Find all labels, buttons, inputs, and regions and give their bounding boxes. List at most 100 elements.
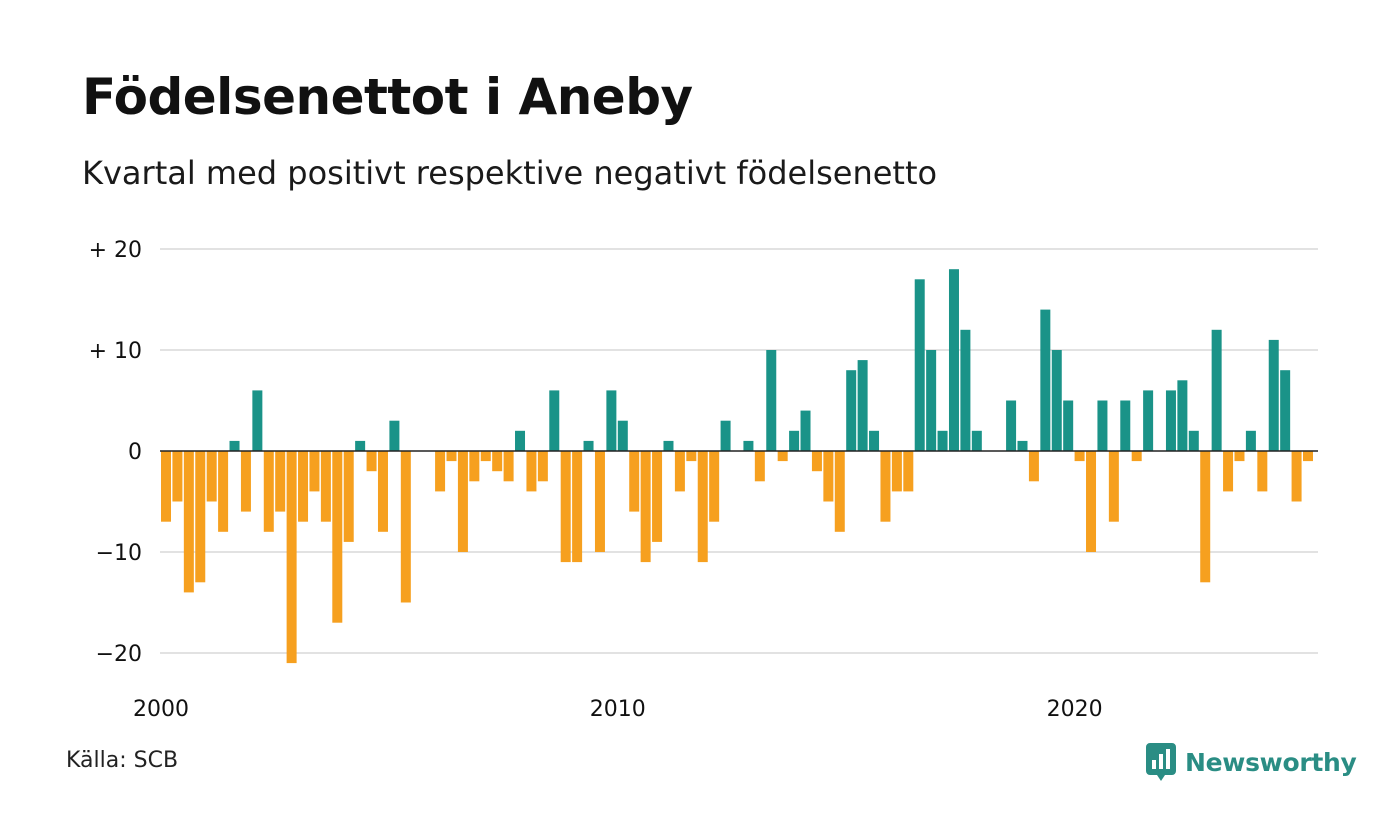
- bar-positive: [971, 430, 982, 451]
- bar-positive: [1063, 400, 1074, 451]
- bar-negative: [183, 451, 194, 593]
- bar-negative: [320, 451, 331, 522]
- bar-negative: [240, 451, 251, 512]
- bar-negative: [697, 451, 708, 563]
- bar-negative: [526, 451, 537, 492]
- bar-positive: [743, 440, 754, 451]
- bar-negative: [652, 451, 663, 542]
- bar-negative: [880, 451, 891, 522]
- chart-subtitle: Kvartal med positivt respektive negativt…: [82, 154, 938, 192]
- bar-negative: [1223, 451, 1234, 492]
- bar-negative: [754, 451, 765, 482]
- bar-negative: [537, 451, 548, 482]
- bar-positive: [1040, 309, 1051, 451]
- bar-positive: [1006, 400, 1017, 451]
- bar-negative: [629, 451, 640, 512]
- bar-positive: [1211, 329, 1222, 451]
- bar-negative: [206, 451, 217, 502]
- bar-negative: [1028, 451, 1039, 482]
- bar-positive: [1143, 390, 1154, 451]
- bar-negative: [286, 451, 297, 664]
- bar-negative: [1200, 451, 1211, 583]
- x-axis-ticks: 2000 2010 2020: [133, 697, 1103, 722]
- bar-positive: [1120, 400, 1131, 451]
- bar-negative: [457, 451, 468, 552]
- bar-negative: [834, 451, 845, 532]
- bar-positive: [583, 440, 594, 451]
- bar-negative: [309, 451, 320, 492]
- bar-negative: [263, 451, 274, 532]
- bar-negative: [674, 451, 685, 492]
- bar-negative: [686, 451, 697, 462]
- x-tick-label: 2000: [133, 697, 189, 722]
- bar-negative: [1257, 451, 1268, 492]
- bar-positive: [800, 410, 811, 451]
- y-tick-label: + 10: [89, 339, 142, 364]
- bar-negative: [560, 451, 571, 563]
- bar-positive: [229, 440, 240, 451]
- bar-positive: [515, 430, 526, 451]
- bar-negative: [640, 451, 651, 563]
- bar-negative: [891, 451, 902, 492]
- bar-negative: [332, 451, 343, 623]
- bar-negative: [435, 451, 446, 492]
- bar-negative: [903, 451, 914, 492]
- bar-positive: [960, 329, 971, 451]
- bar-positive: [1280, 370, 1291, 451]
- bar-negative: [298, 451, 309, 522]
- bar-positive: [1188, 430, 1199, 451]
- bar-negative: [161, 451, 171, 522]
- x-tick-label: 2020: [1047, 697, 1103, 722]
- bar-negative: [503, 451, 514, 482]
- bar-positive: [1097, 400, 1108, 451]
- y-axis-ticks: + 20 + 10 0 −10 −20: [89, 238, 142, 667]
- bar-negative: [366, 451, 377, 472]
- bar-negative: [823, 451, 834, 502]
- bar-negative: [1234, 451, 1245, 462]
- bar-negative: [1086, 451, 1097, 552]
- bar-negative: [400, 451, 411, 603]
- bar-positive: [1268, 339, 1279, 451]
- bar-positive: [720, 420, 731, 451]
- bar-positive: [914, 279, 925, 451]
- brand-name: Newsworthy: [1185, 747, 1357, 777]
- bar-negative: [1074, 451, 1085, 462]
- bar-positive: [1017, 440, 1028, 451]
- bar-negative: [343, 451, 354, 542]
- bar-negative: [1108, 451, 1119, 522]
- bar-negative: [377, 451, 388, 532]
- bar-negative: [480, 451, 491, 462]
- bar-positive: [389, 420, 400, 451]
- chart-title: Födelsenettot i Aneby: [82, 68, 693, 126]
- bar-negative: [572, 451, 583, 563]
- y-tick-label: −10: [96, 541, 142, 566]
- y-tick-label: 0: [128, 440, 142, 465]
- bar-positive: [355, 440, 366, 451]
- bar-negative: [594, 451, 605, 552]
- bar-negative: [172, 451, 183, 502]
- bars: [161, 269, 1313, 664]
- bar-negative: [811, 451, 822, 472]
- bar-positive: [252, 390, 263, 451]
- bar-negative: [492, 451, 503, 472]
- bar-negative: [1303, 451, 1313, 462]
- bar-positive: [857, 360, 868, 451]
- bar-negative: [777, 451, 788, 462]
- bar-positive: [948, 269, 959, 451]
- bar-positive: [663, 440, 674, 451]
- bar-positive: [926, 350, 937, 451]
- bar-negative: [469, 451, 480, 482]
- bar-negative: [195, 451, 206, 583]
- bar-negative: [218, 451, 229, 532]
- bar-negative: [1131, 451, 1142, 462]
- bar-positive: [1051, 350, 1062, 451]
- bar-positive: [549, 390, 560, 451]
- bar-positive: [1165, 390, 1176, 451]
- y-tick-label: + 20: [89, 238, 142, 263]
- bar-negative: [1291, 451, 1302, 502]
- bar-positive: [1177, 380, 1188, 451]
- bar-positive: [937, 430, 948, 451]
- brand-logo[interactable]: Newsworthy: [1146, 742, 1357, 782]
- y-tick-label: −20: [96, 642, 142, 667]
